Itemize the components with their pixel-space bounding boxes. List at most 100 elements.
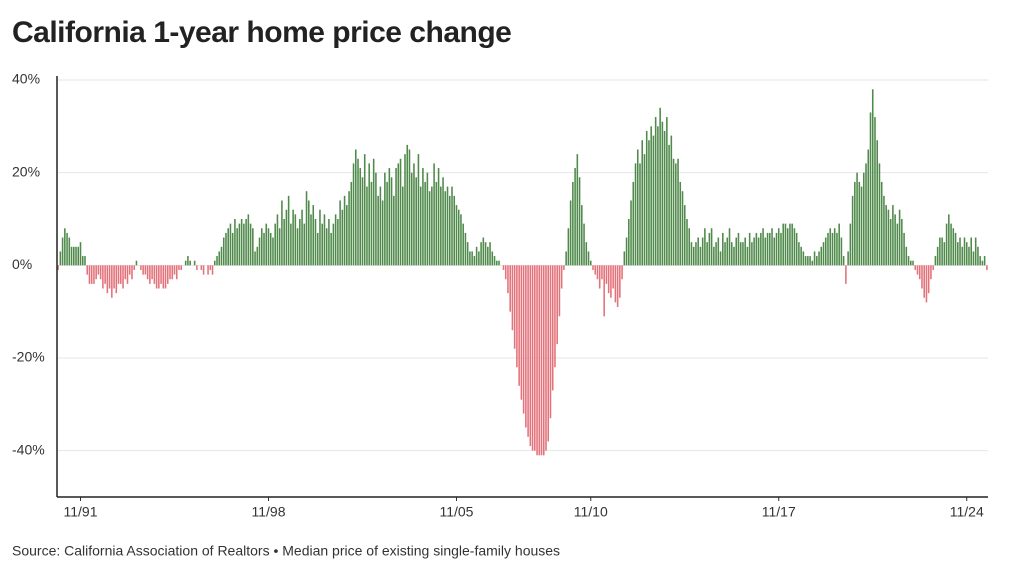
bar [979,256,981,266]
bar [775,232,778,266]
bar [511,265,514,331]
bar [131,265,133,280]
bar [567,228,570,266]
bar [240,219,243,266]
bar [209,265,212,270]
bar [379,186,382,266]
bar [885,205,887,266]
bar [155,265,158,289]
bar [603,265,605,317]
bar [323,214,326,266]
bar [748,232,751,266]
axes: 40% 20% 0% -20% -40% 11/91 11/98 11/05 11/10 11/1… [12,71,988,520]
bar [733,246,735,266]
bar [149,265,151,284]
bar [164,265,167,289]
bar [473,256,476,266]
bar [650,126,652,266]
bar [408,149,411,266]
bar [965,242,968,266]
bar [525,265,527,428]
bar [563,265,565,270]
bar [480,242,482,266]
bar [827,232,829,266]
bar [357,158,359,266]
bar [789,223,791,266]
bar [507,265,509,294]
bar [923,265,926,298]
bar [663,130,666,266]
bar [880,181,883,266]
bar [939,237,941,266]
bar [865,163,867,266]
bar [824,237,827,266]
bar [243,223,245,266]
bar [744,237,746,266]
bar [466,242,469,266]
y-tick-label: 40% [12,71,40,87]
bar [368,163,370,266]
bar [751,242,753,266]
bar [941,237,943,266]
bar [522,265,525,414]
bar [93,265,95,284]
bar [836,232,838,266]
bar [722,232,724,266]
bar [88,265,91,284]
bar [822,242,825,266]
bar [448,195,451,266]
bar [607,265,610,294]
bar [422,168,424,266]
bar [847,251,849,266]
bar [932,265,934,270]
bar [516,265,518,368]
bar [70,246,73,266]
bar [460,214,462,266]
bar [375,172,377,266]
bar [348,191,350,266]
bar [876,140,879,266]
bar [135,260,138,266]
bar [858,181,861,266]
bar [401,186,404,266]
x-tick-label: 11/17 [762,504,796,520]
bar [489,242,491,266]
bar [710,228,713,266]
chart-title: California 1-year home price change [12,16,511,49]
bar [845,265,847,284]
bar [316,232,319,266]
bar [341,209,344,266]
bar [175,265,178,280]
bars [57,89,988,456]
bar [717,237,720,266]
bar [61,237,64,266]
bar [948,214,950,266]
bar [977,246,979,266]
bar [742,242,744,266]
bar [504,265,507,280]
bar [773,237,776,266]
bar [236,228,238,266]
bar [954,232,957,266]
bar [301,209,303,266]
bar [518,265,520,386]
bar [99,265,102,280]
y-tick-label: -20% [12,349,45,365]
bar [632,181,635,266]
bar [983,256,986,266]
bar [657,126,659,266]
bar [457,209,460,266]
bar [424,181,426,266]
bar [692,246,695,266]
bar [927,265,930,294]
bar [791,223,793,266]
bar [370,181,373,266]
bar [252,228,254,266]
bar [598,265,601,289]
bar [683,205,686,266]
bar [312,205,315,266]
bar [869,112,872,266]
bar [654,117,657,266]
bar [86,265,88,275]
bar [446,186,449,266]
